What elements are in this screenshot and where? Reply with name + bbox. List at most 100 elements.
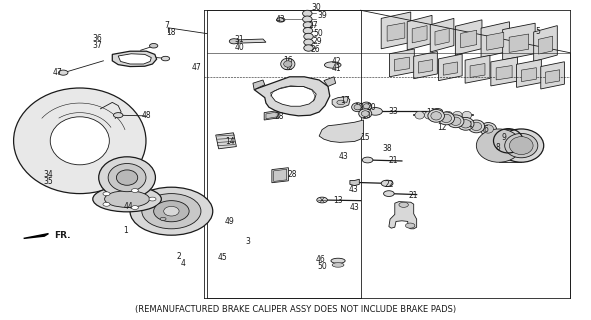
Polygon shape	[24, 234, 48, 238]
Ellipse shape	[303, 22, 313, 28]
Ellipse shape	[480, 123, 496, 135]
Text: 32: 32	[283, 63, 293, 72]
Text: 21: 21	[388, 156, 398, 165]
Ellipse shape	[428, 109, 444, 122]
Ellipse shape	[105, 191, 150, 207]
Text: 4: 4	[181, 260, 186, 268]
Text: 43: 43	[349, 185, 358, 194]
Text: 42: 42	[332, 57, 342, 66]
Text: 8: 8	[496, 143, 501, 152]
Polygon shape	[461, 30, 476, 48]
Text: 20: 20	[366, 103, 376, 112]
Circle shape	[149, 197, 156, 201]
Circle shape	[362, 157, 373, 163]
Circle shape	[131, 206, 138, 210]
Ellipse shape	[453, 111, 462, 119]
Ellipse shape	[154, 201, 189, 222]
Polygon shape	[253, 80, 265, 90]
Text: 38: 38	[382, 144, 392, 153]
Ellipse shape	[303, 16, 312, 22]
Polygon shape	[439, 54, 462, 81]
Polygon shape	[254, 77, 330, 116]
Ellipse shape	[447, 115, 464, 128]
Text: FR.: FR.	[54, 231, 71, 240]
Polygon shape	[481, 22, 509, 58]
Circle shape	[103, 202, 110, 206]
Polygon shape	[496, 66, 512, 80]
Text: 6: 6	[483, 125, 488, 134]
Ellipse shape	[471, 122, 482, 131]
Text: 34: 34	[44, 170, 53, 179]
Text: 28: 28	[274, 112, 284, 121]
Text: 5: 5	[535, 28, 540, 36]
Circle shape	[229, 39, 239, 44]
Ellipse shape	[303, 10, 312, 17]
Circle shape	[337, 100, 345, 105]
Polygon shape	[412, 26, 427, 43]
Text: 47: 47	[53, 68, 63, 77]
Text: 2: 2	[176, 252, 181, 261]
Circle shape	[381, 180, 393, 187]
Polygon shape	[271, 86, 316, 106]
Circle shape	[161, 56, 170, 61]
Ellipse shape	[108, 164, 146, 192]
Text: 48: 48	[142, 111, 151, 120]
Text: 15: 15	[361, 133, 370, 142]
Ellipse shape	[332, 263, 344, 267]
Text: 7: 7	[165, 21, 170, 30]
Polygon shape	[350, 179, 359, 186]
Polygon shape	[407, 15, 432, 50]
Text: 43: 43	[350, 203, 359, 212]
Text: 22: 22	[384, 180, 394, 189]
Circle shape	[405, 223, 415, 228]
Text: 39: 39	[317, 12, 327, 20]
Text: 35: 35	[44, 177, 53, 186]
Text: 28: 28	[288, 170, 297, 179]
Polygon shape	[509, 34, 528, 52]
Ellipse shape	[14, 88, 146, 194]
Text: 47: 47	[191, 63, 201, 72]
Polygon shape	[499, 129, 521, 162]
Ellipse shape	[462, 111, 472, 119]
Polygon shape	[118, 54, 151, 64]
Ellipse shape	[361, 111, 369, 116]
Circle shape	[317, 197, 327, 203]
Ellipse shape	[434, 111, 443, 119]
Ellipse shape	[352, 103, 363, 112]
Polygon shape	[387, 23, 405, 41]
Polygon shape	[456, 20, 482, 55]
Text: 49: 49	[225, 217, 234, 226]
Polygon shape	[430, 18, 454, 52]
Polygon shape	[332, 97, 350, 107]
Ellipse shape	[443, 111, 453, 119]
Text: 41: 41	[332, 64, 342, 73]
Ellipse shape	[505, 133, 538, 158]
Polygon shape	[381, 12, 411, 49]
Polygon shape	[541, 62, 564, 89]
Text: 29: 29	[313, 37, 322, 46]
Text: 24: 24	[464, 121, 473, 130]
Text: 1: 1	[123, 226, 128, 235]
Polygon shape	[487, 32, 504, 50]
Text: 31: 31	[235, 36, 244, 44]
Ellipse shape	[476, 129, 521, 162]
Text: 18: 18	[167, 28, 176, 37]
Ellipse shape	[281, 58, 295, 70]
Circle shape	[368, 108, 382, 115]
Text: 26: 26	[311, 45, 320, 54]
Polygon shape	[112, 51, 157, 67]
Polygon shape	[517, 60, 541, 87]
Circle shape	[113, 113, 123, 118]
Ellipse shape	[359, 109, 372, 118]
Text: 40: 40	[235, 43, 244, 52]
Polygon shape	[502, 23, 535, 60]
Ellipse shape	[116, 170, 138, 185]
Ellipse shape	[304, 39, 313, 45]
Text: 37: 37	[93, 41, 102, 50]
Text: 25: 25	[453, 118, 462, 127]
Polygon shape	[545, 70, 560, 83]
Ellipse shape	[130, 187, 213, 235]
Polygon shape	[319, 120, 363, 142]
Ellipse shape	[450, 117, 461, 125]
Ellipse shape	[499, 129, 544, 162]
